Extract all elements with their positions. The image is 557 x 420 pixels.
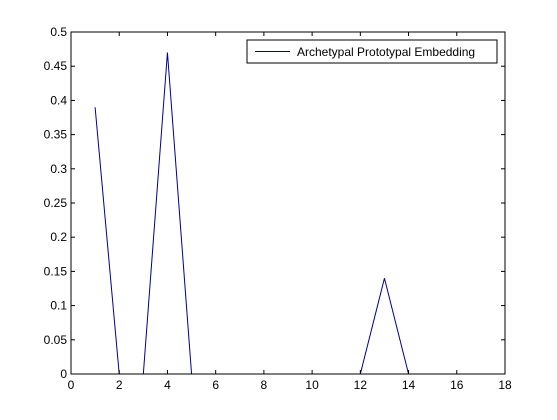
- y-tick-label: 0.3: [50, 162, 67, 176]
- x-tick-label: 10: [305, 378, 319, 392]
- y-tick-label: 0.25: [44, 196, 68, 210]
- plot-background: [71, 32, 505, 374]
- y-tick-label: 0.05: [44, 333, 68, 347]
- x-tick-label: 6: [212, 378, 219, 392]
- x-tick-label: 14: [402, 378, 416, 392]
- x-tick-label: 2: [116, 378, 123, 392]
- y-axis: 0 0.05 0.1 0.15 0.2 0.25 0.3 0.35 0.4 0.45 0.5: [44, 25, 505, 381]
- x-tick-label: 0: [68, 378, 75, 392]
- y-tick-label: 0.1: [50, 299, 67, 313]
- y-tick-label: 0.15: [44, 264, 68, 278]
- x-tick-label: 18: [498, 378, 512, 392]
- legend-label: Archetypal Prototypal Embedding: [297, 45, 475, 59]
- x-axis: 0 2 4 6 8 10 12 14 16 18: [68, 32, 512, 392]
- y-tick-label: 0.45: [44, 59, 68, 73]
- x-tick-label: 4: [164, 378, 171, 392]
- legend: Archetypal Prototypal Embedding: [246, 39, 498, 64]
- y-tick-label: 0.2: [50, 230, 67, 244]
- y-tick-label: 0.4: [50, 93, 67, 107]
- x-tick-label: 16: [450, 378, 464, 392]
- x-tick-label: 8: [261, 378, 268, 392]
- y-tick-label: 0: [60, 367, 67, 381]
- y-tick-label: 0.5: [50, 25, 67, 39]
- y-tick-label: 0.35: [44, 128, 68, 142]
- x-tick-label: 12: [354, 378, 368, 392]
- legend-box: [246, 39, 498, 64]
